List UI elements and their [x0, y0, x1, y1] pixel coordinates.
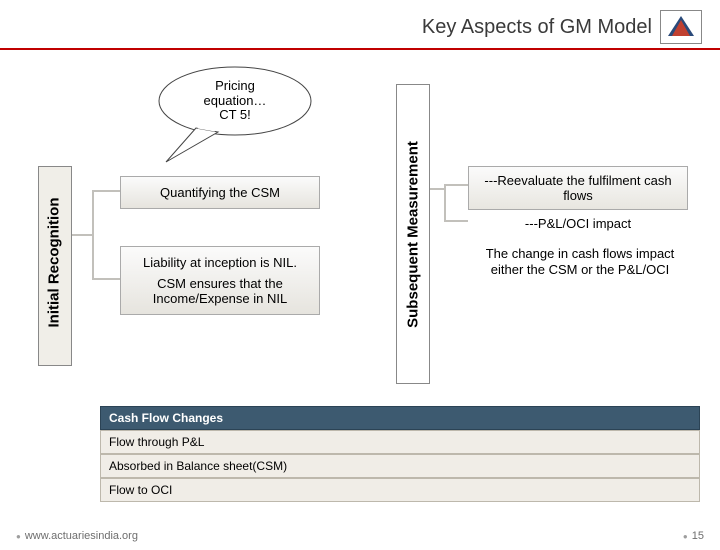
- speech-line-2: equation…: [204, 94, 267, 109]
- diagram-area: Initial Recognition Pricing equation… CT…: [0, 56, 720, 396]
- liability-nil-line-2a: CSM ensures that the: [127, 276, 313, 291]
- speech-line-3: CT 5!: [219, 108, 251, 123]
- connector: [444, 184, 468, 186]
- logo-icon: [664, 14, 698, 40]
- reevaluate-text: ---Reevaluate the fulfilment cash flows: [484, 173, 671, 203]
- pl-oci-impact-text: ---P&L/OCI impact: [468, 216, 688, 231]
- liability-nil-line-2b: Income/Expense in NIL: [127, 291, 313, 306]
- change-in-cashflows-text: The change in cash flows impact either t…: [472, 246, 688, 279]
- divider-line: [0, 48, 720, 50]
- subsequent-measurement-label: Subsequent Measurement: [405, 140, 422, 330]
- initial-recognition-label: Initial Recognition: [46, 193, 63, 333]
- table-header: Cash Flow Changes: [100, 406, 700, 430]
- quantifying-csm-text: Quantifying the CSM: [160, 185, 280, 200]
- liability-nil-line-1: Liability at inception is NIL.: [127, 255, 313, 270]
- quantifying-csm-box: Quantifying the CSM: [120, 176, 320, 209]
- liability-nil-box: Liability at inception is NIL. CSM ensur…: [120, 246, 320, 315]
- connector: [92, 278, 120, 280]
- connector: [92, 190, 94, 280]
- connector: [444, 184, 446, 222]
- connector: [444, 220, 468, 222]
- connector: [92, 190, 120, 192]
- reevaluate-box: ---Reevaluate the fulfilment cash flows: [468, 166, 688, 210]
- footer-url: www.actuariesindia.org: [16, 530, 138, 542]
- speech-line-1: Pricing: [215, 79, 255, 94]
- connector: [72, 234, 92, 236]
- table-row: Flow through P&L: [100, 430, 700, 454]
- logo: [660, 10, 702, 44]
- connector: [430, 188, 444, 190]
- header: Key Aspects of GM Model: [0, 10, 720, 44]
- speech-bubble: Pricing equation… CT 5!: [156, 64, 314, 138]
- table-row: Absorbed in Balance sheet(CSM): [100, 454, 700, 478]
- cash-flow-changes-table: Cash Flow Changes Flow through P&L Absor…: [100, 406, 700, 502]
- table-row: Flow to OCI: [100, 478, 700, 502]
- footer: www.actuariesindia.org 15: [0, 530, 720, 542]
- page-title: Key Aspects of GM Model: [422, 16, 652, 39]
- page-number: 15: [683, 530, 704, 542]
